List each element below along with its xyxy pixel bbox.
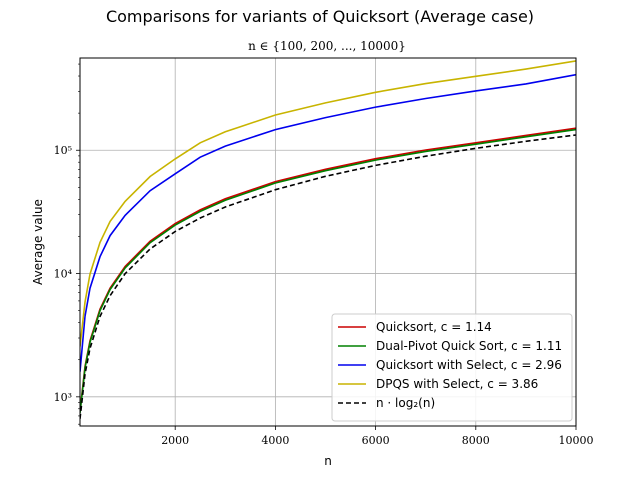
legend-label: Quicksort, c = 1.14 xyxy=(376,320,492,334)
series-line-3 xyxy=(80,73,576,372)
chart-subtitle: n ∈ {100, 200, ..., 10000} xyxy=(248,39,406,53)
y-tick-label: 10⁵ xyxy=(54,144,72,157)
legend-label: Quicksort with Select, c = 2.96 xyxy=(376,358,562,372)
y-axis-label: Average value xyxy=(31,199,45,285)
y-tick-label: 10³ xyxy=(54,391,72,404)
series-line-4 xyxy=(80,60,576,347)
x-tick-label: 2000 xyxy=(161,434,189,447)
x-tick-label: 4000 xyxy=(261,434,289,447)
legend: Quicksort, c = 1.14 Dual-Pivot Quick Sort… xyxy=(331,313,573,422)
y-tick-label: 10⁴ xyxy=(54,268,73,281)
x-axis-label: n xyxy=(324,454,332,468)
chart-title: Comparisons for variants of Quicksort (A… xyxy=(106,7,534,26)
series-line-2 xyxy=(80,128,576,414)
x-tick-label: 10000 xyxy=(559,434,594,447)
x-tick-label: 6000 xyxy=(362,434,390,447)
legend-box xyxy=(331,313,573,422)
series-layer xyxy=(80,60,576,419)
legend-label: n · log₂(n) xyxy=(376,396,435,410)
axis-ticks: 2000 4000 6000 8000 10000 10³ 10⁴ 10⁵ xyxy=(54,63,594,447)
legend-label: DPQS with Select, c = 3.86 xyxy=(376,377,538,391)
plot-frame xyxy=(79,57,577,427)
x-tick-label: 8000 xyxy=(462,434,490,447)
series-line-5 xyxy=(80,134,576,419)
legend-label: Dual-Pivot Quick Sort, c = 1.11 xyxy=(376,339,562,353)
